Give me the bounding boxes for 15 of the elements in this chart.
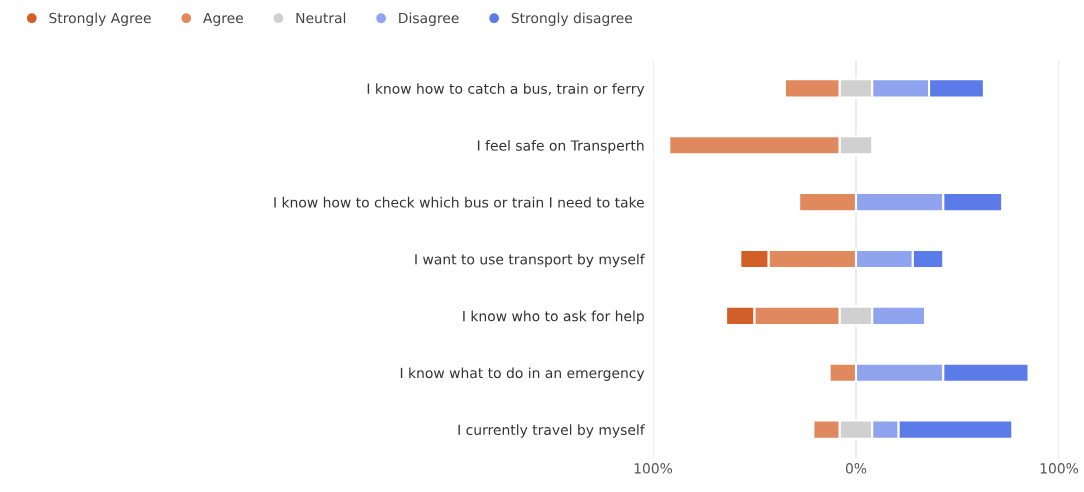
- legend-label: Neutral: [296, 12, 346, 24]
- legend-label: Strongly Agree: [49, 12, 151, 26]
- legend-label: Disagree: [399, 12, 459, 26]
- x-tick-label: 0%: [845, 463, 867, 474]
- y-tick-label: I want to use transport by myself: [415, 253, 645, 268]
- y-tick-label: I know how to check which bus or train I need to take: [274, 196, 644, 208]
- x-tick-label: 100%: [634, 463, 673, 474]
- y-tick-label: I feel safe on Transperth: [477, 140, 644, 154]
- y-tick-label: I know what to do in an emergency: [400, 367, 645, 381]
- legend-label: Strongly disagree: [511, 12, 633, 26]
- y-tick-label: I currently travel by myself: [458, 424, 645, 438]
- x-tick-label: 100%: [1040, 463, 1079, 474]
- y-tick-label: I know who to ask for help: [463, 310, 644, 325]
- legend-label: Agree: [203, 12, 244, 26]
- y-tick-label: I know how to catch a bus, train or ferry: [367, 83, 645, 97]
